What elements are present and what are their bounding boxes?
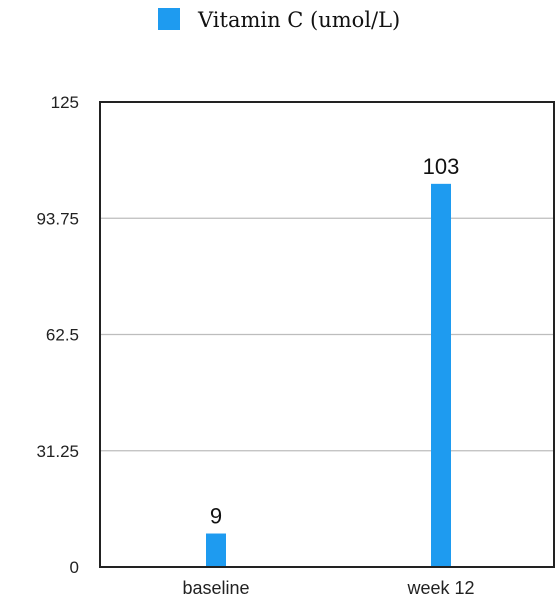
- bar: [206, 533, 226, 567]
- x-axis-ticks: baseline week 12: [182, 578, 474, 598]
- gridlines: [100, 217, 554, 452]
- legend-swatch: [158, 8, 180, 30]
- data-label: 103: [423, 154, 460, 179]
- y-tick-label: 125: [51, 93, 79, 112]
- x-tick-label: baseline: [182, 578, 249, 598]
- bar: [431, 183, 451, 567]
- data-label: 9: [210, 504, 222, 529]
- y-tick-label: 0: [70, 558, 79, 577]
- chart-legend: Vitamin C (umol/L): [158, 8, 400, 32]
- y-tick-label: 31.25: [36, 442, 79, 461]
- plot-frame: [99, 101, 555, 568]
- x-tick-label: week 12: [406, 578, 474, 598]
- y-axis-ticks: 0 31.25 62.5 93.75 125: [36, 93, 79, 577]
- y-tick-label: 93.75: [36, 209, 79, 228]
- legend-label: Vitamin C (umol/L): [197, 8, 400, 32]
- bars: [206, 183, 451, 567]
- y-tick-label: 62.5: [46, 326, 79, 345]
- data-labels: 9 103: [210, 154, 459, 529]
